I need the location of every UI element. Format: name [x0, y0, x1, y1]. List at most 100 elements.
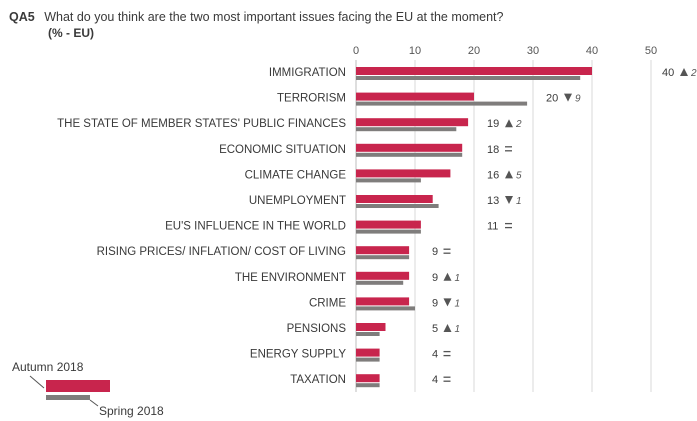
bar-spring-2018	[356, 229, 421, 234]
x-tick-label: 0	[353, 45, 359, 57]
value-label: 16	[487, 169, 499, 181]
category-label: THE STATE OF MEMBER STATES' PUBLIC FINAN…	[57, 118, 346, 130]
bar-autumn-2018	[356, 348, 380, 357]
value-label-group: 16 5	[487, 169, 522, 181]
x-tick-label: 50	[645, 45, 657, 57]
value-label-group: 4	[432, 349, 451, 361]
value-label: 13	[487, 195, 499, 207]
value-label-group: 40 2	[662, 67, 697, 79]
legend-autumn-swatch	[46, 380, 110, 392]
value-label: 4	[432, 349, 438, 361]
bar-autumn-2018	[356, 195, 433, 203]
bar-autumn-2018	[356, 67, 592, 75]
value-label: 19	[487, 118, 499, 130]
question-code: QA5	[9, 10, 35, 24]
value-label-group: 19 2	[487, 118, 522, 130]
value-label-group: 4	[432, 374, 451, 386]
value-label: 9	[432, 246, 438, 258]
bar-autumn-2018	[356, 271, 410, 280]
bar-spring-2018	[356, 357, 380, 362]
bar-spring-2018	[356, 127, 457, 132]
value-label-group: 13 1	[487, 195, 522, 207]
trend-equal-icon	[443, 376, 451, 382]
bar-spring-2018	[356, 204, 439, 208]
change-label: 2	[690, 68, 697, 79]
bar-spring-2018	[356, 280, 404, 285]
legend-spring-swatch	[46, 395, 90, 400]
value-label-group: 18	[487, 144, 512, 156]
category-label: RISING PRICES/ INFLATION/ COST OF LIVING	[97, 246, 346, 258]
bar-autumn-2018	[356, 297, 410, 306]
category-label: TAXATION	[290, 374, 346, 386]
bar-autumn-2018	[356, 92, 474, 101]
x-tick-label: 40	[586, 45, 598, 57]
legend-autumn-leader	[29, 375, 45, 389]
value-label-group: 20 9	[546, 93, 581, 105]
change-label: 1	[455, 324, 461, 335]
value-label: 4	[432, 374, 438, 386]
bar-autumn-2018	[356, 246, 410, 255]
category-label: IMMIGRATION	[269, 67, 346, 79]
category-label: TERRORISM	[277, 93, 346, 105]
bar-spring-2018	[356, 178, 421, 183]
value-label: 20	[546, 93, 558, 105]
value-label: 9	[432, 297, 438, 309]
bar-autumn-2018	[356, 118, 469, 127]
x-tick-label: 10	[409, 45, 421, 57]
value-label-group: 9	[432, 246, 451, 258]
value-label-group: 11	[487, 221, 512, 233]
question-header: QA5 What do you think are the two most i…	[9, 9, 503, 25]
trend-up-icon	[505, 170, 513, 179]
chart-subtitle: (% - EU)	[48, 26, 94, 40]
value-label: 5	[432, 323, 438, 335]
category-label: UNEMPLOYMENT	[249, 195, 346, 207]
category-label: CLIMATE CHANGE	[245, 169, 347, 181]
x-tick-label: 30	[527, 45, 539, 57]
bar-spring-2018	[356, 152, 463, 157]
bar-autumn-2018	[356, 169, 451, 178]
bar-spring-2018	[356, 383, 380, 388]
change-label: 2	[515, 119, 522, 130]
change-label: 9	[575, 94, 581, 105]
x-tick-label: 20	[468, 45, 480, 57]
trend-up-icon	[505, 119, 513, 128]
trend-down-icon	[564, 93, 572, 102]
change-label: 1	[455, 273, 461, 284]
bar-spring-2018	[356, 332, 380, 336]
bar-spring-2018	[356, 101, 528, 106]
bar-autumn-2018	[356, 323, 386, 331]
bar-spring-2018	[356, 76, 581, 80]
bar-spring-2018	[356, 255, 410, 260]
bar-autumn-2018	[356, 374, 380, 383]
change-label: 1	[516, 196, 522, 207]
bar-autumn-2018	[356, 143, 463, 152]
trend-up-icon	[443, 324, 452, 332]
value-label: 40	[662, 67, 674, 79]
bar-spring-2018	[356, 306, 415, 311]
category-label: THE ENVIRONMENT	[235, 272, 346, 284]
legend-spring-label: Spring 2018	[99, 404, 164, 418]
legend-spring-leader	[89, 399, 99, 407]
trend-equal-icon	[505, 146, 512, 152]
change-label: 1	[455, 298, 461, 309]
category-label: ECONOMIC SITUATION	[219, 144, 346, 156]
value-label: 11	[487, 221, 498, 233]
question-text: What do you think are the two most impor…	[44, 10, 504, 24]
trend-up-icon	[443, 272, 452, 281]
category-label: PENSIONS	[287, 323, 347, 335]
change-label: 5	[516, 170, 522, 181]
trend-down-icon	[505, 196, 513, 204]
bar-autumn-2018	[356, 220, 421, 229]
trend-up-icon	[680, 68, 688, 76]
value-label: 9	[432, 272, 438, 284]
trend-equal-icon	[443, 350, 451, 357]
trend-equal-icon	[505, 222, 512, 229]
category-label: ENERGY SUPPLY	[250, 349, 346, 361]
trend-equal-icon	[443, 248, 451, 254]
legend-autumn-label: Autumn 2018	[12, 360, 84, 374]
